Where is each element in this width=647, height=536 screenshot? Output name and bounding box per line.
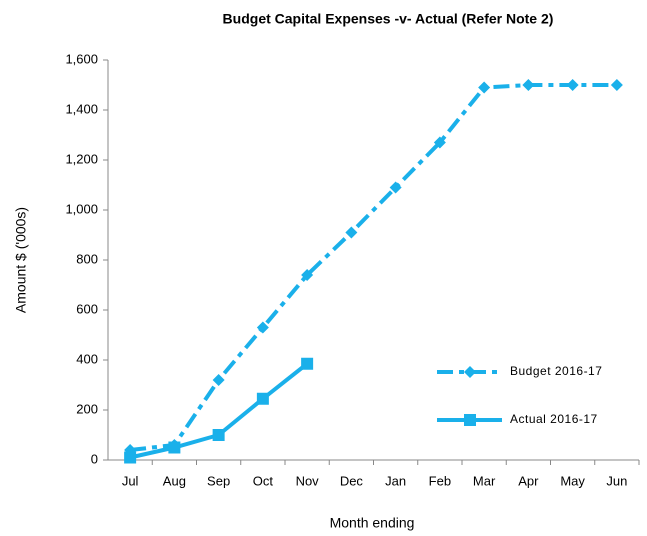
marker [124,451,137,464]
y-tick-label: 1,200 [65,151,98,166]
x-tick-label: Nov [296,473,320,488]
marker [522,79,535,91]
series-line [129,83,617,452]
marker [433,136,446,149]
y-tick-label: 1,600 [65,51,98,66]
marker [168,441,181,454]
legend-marker [464,414,476,426]
marker [301,269,314,281]
marker [212,374,225,386]
marker [478,81,491,94]
marker [301,357,314,370]
x-tick-label: Aug [163,473,186,488]
y-tick-label: 1,000 [65,201,98,216]
x-tick-label: Dec [340,473,364,488]
marker [345,226,358,239]
marker [566,79,579,91]
y-tick-label: 400 [76,351,98,366]
x-tick-label: Sep [207,473,230,488]
x-tick-label: Jan [385,473,406,488]
legend-label: Actual 2016-17 [510,412,598,426]
legend-label: Budget 2016-17 [510,364,602,378]
marker [610,79,623,91]
x-axis-label: Month ending [330,515,415,531]
y-tick-label: 200 [76,401,98,416]
marker [256,392,269,405]
y-tick-label: 600 [76,301,98,316]
y-tick-label: 0 [91,451,98,466]
x-tick-label: May [560,473,585,488]
marker [389,181,402,194]
y-tick-label: 800 [76,251,98,266]
x-tick-label: Apr [518,473,539,488]
x-tick-label: Jul [122,473,139,488]
y-tick-label: 1,400 [65,101,98,116]
marker [256,321,269,334]
marker [212,429,225,441]
y-axis-label: Amount $ ('000s) [13,207,29,313]
chart-title: Budget Capital Expenses -v- Actual (Refe… [223,11,554,27]
legend-marker [464,366,476,378]
x-tick-label: Feb [429,473,451,488]
x-tick-label: Mar [473,473,496,488]
x-tick-label: Oct [253,473,274,488]
x-tick-label: Jun [606,473,627,488]
